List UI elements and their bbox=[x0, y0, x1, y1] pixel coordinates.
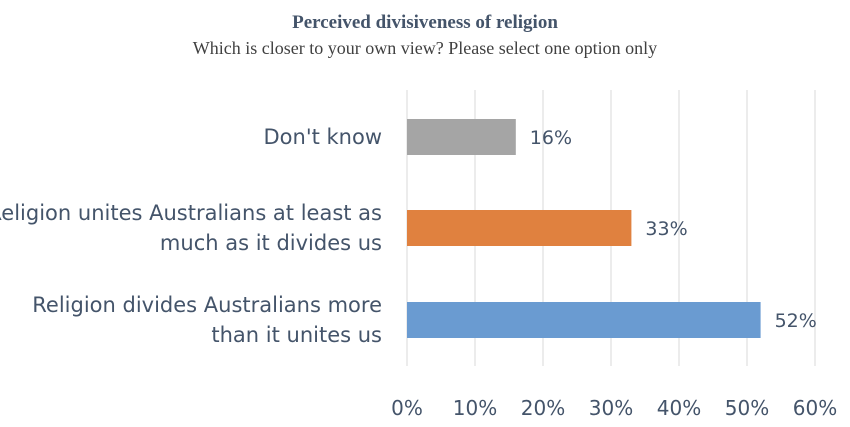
x-tick-label: 0% bbox=[391, 396, 423, 420]
x-tick-label: 10% bbox=[453, 396, 497, 420]
category-label: much as it divides us bbox=[160, 231, 382, 255]
bar bbox=[407, 210, 632, 246]
x-tick-label: 60% bbox=[793, 396, 837, 420]
x-axis-ticks: 0% 10% 20% 30% 40% 50% 60% bbox=[391, 396, 837, 420]
x-tick-label: 40% bbox=[657, 396, 701, 420]
data-label: 33% bbox=[645, 218, 687, 240]
x-tick-label: 20% bbox=[521, 396, 565, 420]
bar bbox=[407, 302, 761, 338]
bar bbox=[407, 119, 516, 155]
data-labels: 16% 33% 52% bbox=[530, 127, 817, 332]
x-tick-label: 30% bbox=[589, 396, 633, 420]
chart-title: Perceived divisiveness of religion bbox=[292, 12, 558, 33]
data-label: 52% bbox=[775, 310, 817, 332]
category-label: Religion unites Australians at least as bbox=[0, 201, 382, 225]
category-label: Religion divides Australians more bbox=[32, 293, 382, 317]
category-label: than it unites us bbox=[211, 323, 382, 347]
bars bbox=[407, 119, 761, 338]
data-label: 16% bbox=[530, 127, 572, 149]
category-label: Don't know bbox=[263, 125, 382, 149]
chart-subtitle: Which is closer to your own view? Please… bbox=[192, 38, 658, 58]
category-labels: Don't know Religion unites Australians at… bbox=[0, 125, 382, 347]
x-tick-label: 50% bbox=[725, 396, 769, 420]
